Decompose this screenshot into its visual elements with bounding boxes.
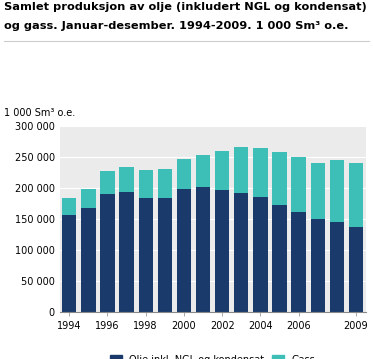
Bar [215,190,229,312]
Bar [196,187,210,312]
Bar [138,171,153,199]
Bar [81,189,95,208]
Bar [330,222,344,312]
Bar [234,193,248,312]
Bar [234,148,248,193]
Bar [215,151,229,190]
Bar [119,192,134,312]
Bar [138,199,153,312]
Bar [291,157,306,211]
Text: og gass. Januar-desember. 1994-2009. 1 000 Sm³ o.e.: og gass. Januar-desember. 1994-2009. 1 0… [4,21,348,31]
Legend: Olje inkl. NGL og kondensat, Gass: Olje inkl. NGL og kondensat, Gass [106,351,319,359]
Bar [311,163,325,219]
Bar [177,189,191,312]
Text: 1 000 Sm³ o.e.: 1 000 Sm³ o.e. [4,108,75,118]
Bar [62,198,76,215]
Bar [272,205,287,312]
Bar [349,163,363,227]
Bar [100,171,115,194]
Bar [196,155,210,187]
Bar [272,153,287,205]
Bar [62,215,76,312]
Bar [253,148,267,197]
Bar [330,160,344,222]
Text: Samlet produksjon av olje (inkludert NGL og kondensat): Samlet produksjon av olje (inkludert NGL… [4,2,367,12]
Bar [158,199,172,312]
Bar [349,227,363,312]
Bar [119,167,134,192]
Bar [158,169,172,199]
Bar [253,197,267,312]
Bar [100,194,115,312]
Bar [291,211,306,312]
Bar [311,219,325,312]
Bar [177,159,191,189]
Bar [81,208,95,312]
